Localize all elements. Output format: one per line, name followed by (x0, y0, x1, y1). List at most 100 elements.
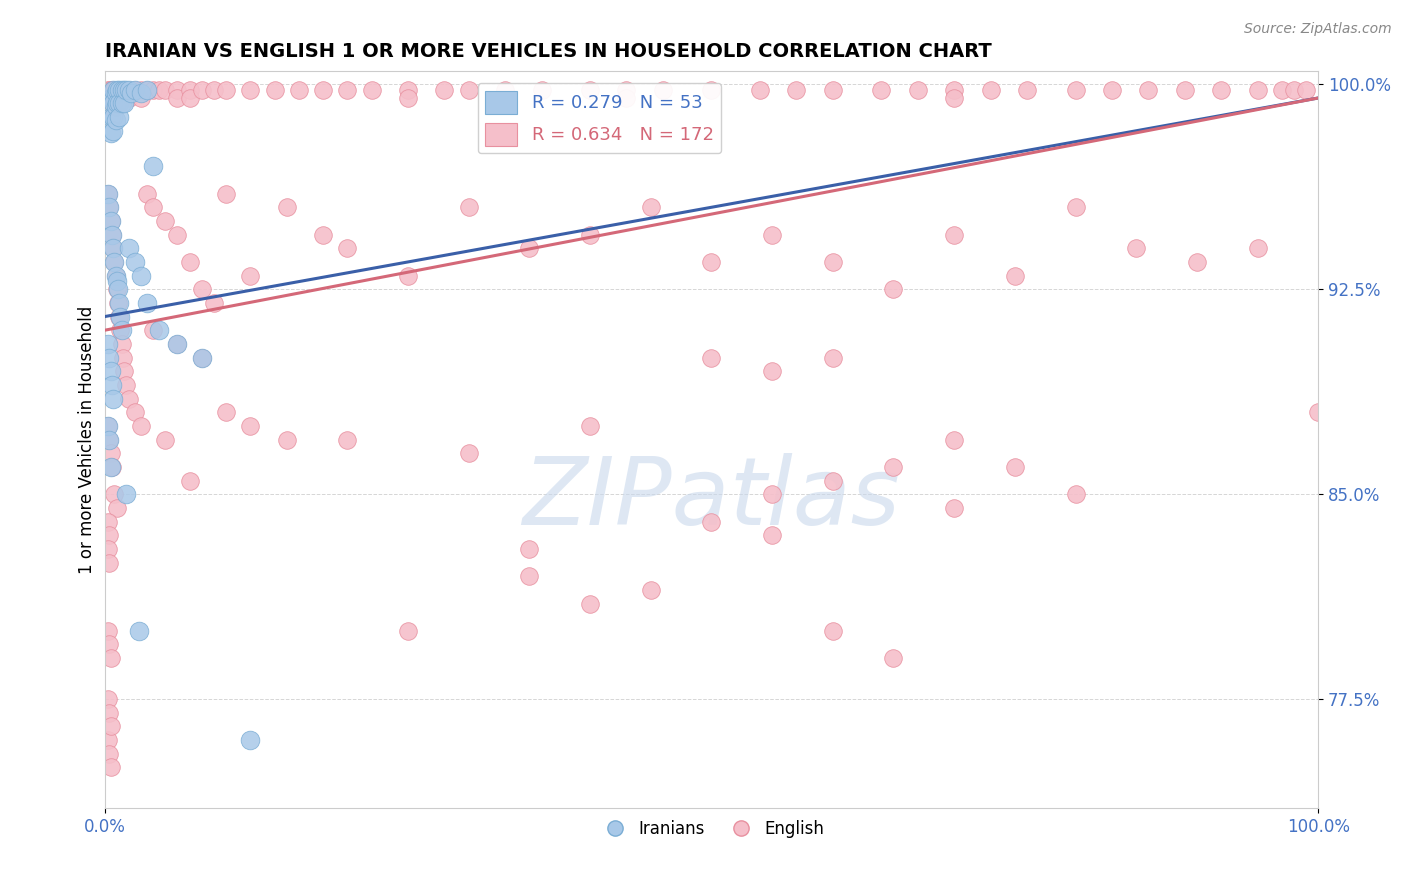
Point (202, 296, 225, 310)
Point (616, 91, 638, 105)
Point (202, 83, 225, 97)
Point (112, 364, 135, 378)
Point (129, 268, 152, 283)
Point (1308, 405, 1330, 419)
Point (1004, 459, 1026, 474)
Y-axis label: 1 or more Vehicles in Household: 1 or more Vehicles in Household (79, 305, 96, 574)
Point (110, 337, 132, 351)
Point (166, 227, 188, 242)
Point (579, 83, 602, 97)
Point (118, 83, 141, 97)
Point (118, 392, 141, 406)
Point (97, 418, 120, 433)
Point (239, 418, 262, 433)
Point (101, 91, 124, 105)
Point (98, 91, 121, 105)
Point (115, 83, 138, 97)
Point (457, 200, 479, 214)
Point (821, 351, 844, 365)
Point (98, 83, 121, 97)
Point (97, 418, 120, 433)
Point (112, 83, 135, 97)
Text: IRANIAN VS ENGLISH 1 OR MORE VEHICLES IN HOUSEHOLD CORRELATION CHART: IRANIAN VS ENGLISH 1 OR MORE VEHICLES IN… (104, 42, 991, 61)
Point (263, 83, 285, 97)
Point (97, 515, 120, 529)
Point (101, 83, 124, 97)
Point (104, 83, 127, 97)
Point (457, 446, 479, 460)
Point (103, 91, 125, 105)
Point (396, 91, 419, 105)
Point (124, 255, 146, 269)
Point (882, 459, 904, 474)
Point (761, 227, 783, 242)
Point (100, 651, 122, 665)
Point (111, 351, 134, 365)
Point (110, 310, 132, 324)
Point (129, 86, 152, 100)
Point (105, 282, 128, 296)
Point (104, 268, 127, 283)
Point (980, 83, 1002, 97)
Point (100, 99, 122, 113)
Point (943, 227, 966, 242)
Point (166, 337, 188, 351)
Point (118, 91, 141, 105)
Point (107, 282, 129, 296)
Point (98, 747, 121, 761)
Point (396, 268, 419, 283)
Point (97, 83, 120, 97)
Point (110, 83, 132, 97)
Point (105, 274, 128, 288)
Point (128, 624, 150, 638)
Point (98, 433, 121, 447)
Point (115, 487, 138, 501)
Point (107, 83, 129, 97)
Point (360, 83, 382, 97)
Point (190, 282, 212, 296)
Text: ZIPatlas: ZIPatlas (523, 453, 900, 544)
Point (108, 310, 131, 324)
Point (579, 227, 602, 242)
Point (155, 83, 177, 97)
Point (118, 83, 141, 97)
Point (1064, 487, 1087, 501)
Point (124, 83, 146, 97)
Point (166, 337, 188, 351)
Point (98, 528, 121, 542)
Point (1282, 83, 1305, 97)
Point (118, 241, 141, 255)
Point (108, 91, 131, 105)
Point (105, 500, 128, 515)
Point (98, 638, 121, 652)
Point (312, 227, 335, 242)
Point (97, 541, 120, 556)
Point (396, 83, 419, 97)
Point (108, 110, 131, 124)
Point (100, 91, 122, 105)
Point (1185, 255, 1208, 269)
Point (101, 83, 124, 97)
Point (100, 719, 122, 733)
Point (97, 99, 120, 113)
Point (101, 459, 124, 474)
Point (97, 186, 120, 201)
Point (98, 200, 121, 214)
Point (136, 83, 159, 97)
Point (1174, 83, 1197, 97)
Point (215, 186, 238, 201)
Point (98, 706, 121, 720)
Point (1137, 83, 1160, 97)
Point (166, 83, 188, 97)
Point (943, 83, 966, 97)
Point (148, 323, 170, 337)
Point (101, 91, 124, 105)
Point (1246, 241, 1268, 255)
Point (761, 487, 783, 501)
Point (104, 86, 127, 100)
Point (105, 96, 128, 111)
Point (100, 83, 122, 97)
Point (239, 83, 262, 97)
Point (312, 83, 335, 97)
Point (821, 474, 844, 488)
